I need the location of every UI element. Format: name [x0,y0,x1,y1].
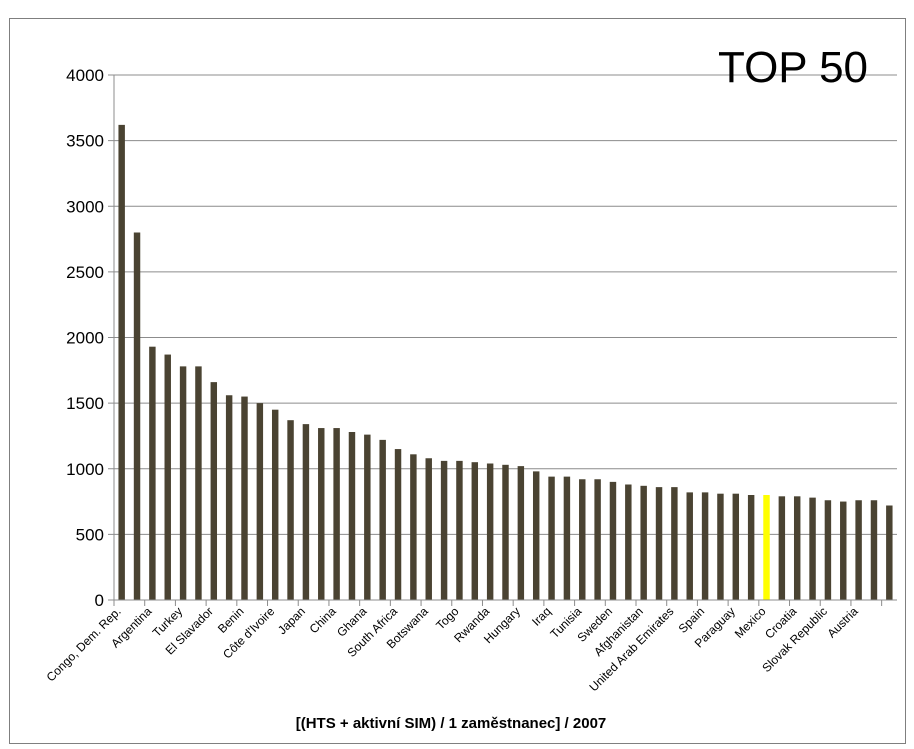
x-axis-label: [(HTS + aktivní SIM) / 1 zaměstnanec] / … [296,715,607,732]
bars [118,124,893,600]
x-tick-label: Mexico [732,604,769,641]
bar [133,232,141,600]
bar [271,409,279,600]
chart-title: TOP 50 [718,43,868,92]
bar [563,476,571,600]
bar [886,505,893,600]
bar [548,476,555,600]
bar [425,458,432,600]
bar [655,487,663,600]
y-tick-label: 3500 [66,132,104,151]
bar [164,354,171,600]
bar [394,449,402,600]
bar [686,492,693,600]
bar [348,432,356,600]
bar [118,124,125,600]
axes [113,75,897,606]
bar [287,420,294,600]
bar [793,496,801,600]
bar [747,495,755,600]
x-tick-label: Austria [824,604,861,641]
y-tick-label: 0 [95,591,104,610]
bar [333,428,340,600]
bar [732,493,740,600]
bar [870,500,878,600]
bar [210,382,218,600]
bar [824,500,832,600]
bar [717,493,724,600]
y-tick-label: 3000 [66,197,104,216]
bar [701,492,709,600]
bar [594,479,601,600]
y-tick-label: 1500 [66,394,104,413]
bar [440,460,448,600]
x-tick-label: Japan [275,604,308,637]
bar [241,396,248,600]
bar [410,454,417,600]
bar [532,471,540,600]
bar [609,481,617,600]
bar [640,485,647,600]
bar [840,501,847,600]
x-tick-label: Iraq [529,604,554,629]
bar [302,424,310,600]
bar [195,366,202,600]
chart-frame [9,18,906,744]
bar-highlighted [763,495,770,600]
bar [579,479,586,600]
bar [149,346,156,600]
y-tick-label: 4000 [66,66,104,85]
bar [179,366,187,600]
bar [364,434,371,600]
x-tick-label: China [307,604,339,636]
y-tick-label: 2000 [66,329,104,348]
bar [486,463,494,600]
y-tick-label: 500 [76,525,104,544]
bar [671,487,678,600]
bar [225,395,233,600]
bar [778,496,786,600]
bar [809,497,816,600]
y-tick-labels: 0 500 1000 1500 2000 2500 3000 3500 4000 [66,66,104,610]
y-tick-label: 2500 [66,263,104,282]
bar [318,428,325,600]
y-tick-label: 1000 [66,460,104,479]
bar [256,403,264,600]
bar [855,500,862,600]
bar [517,466,525,600]
bar [471,462,479,600]
bar [502,464,509,600]
bar [379,439,386,600]
bar [625,484,632,600]
bar [456,460,463,600]
